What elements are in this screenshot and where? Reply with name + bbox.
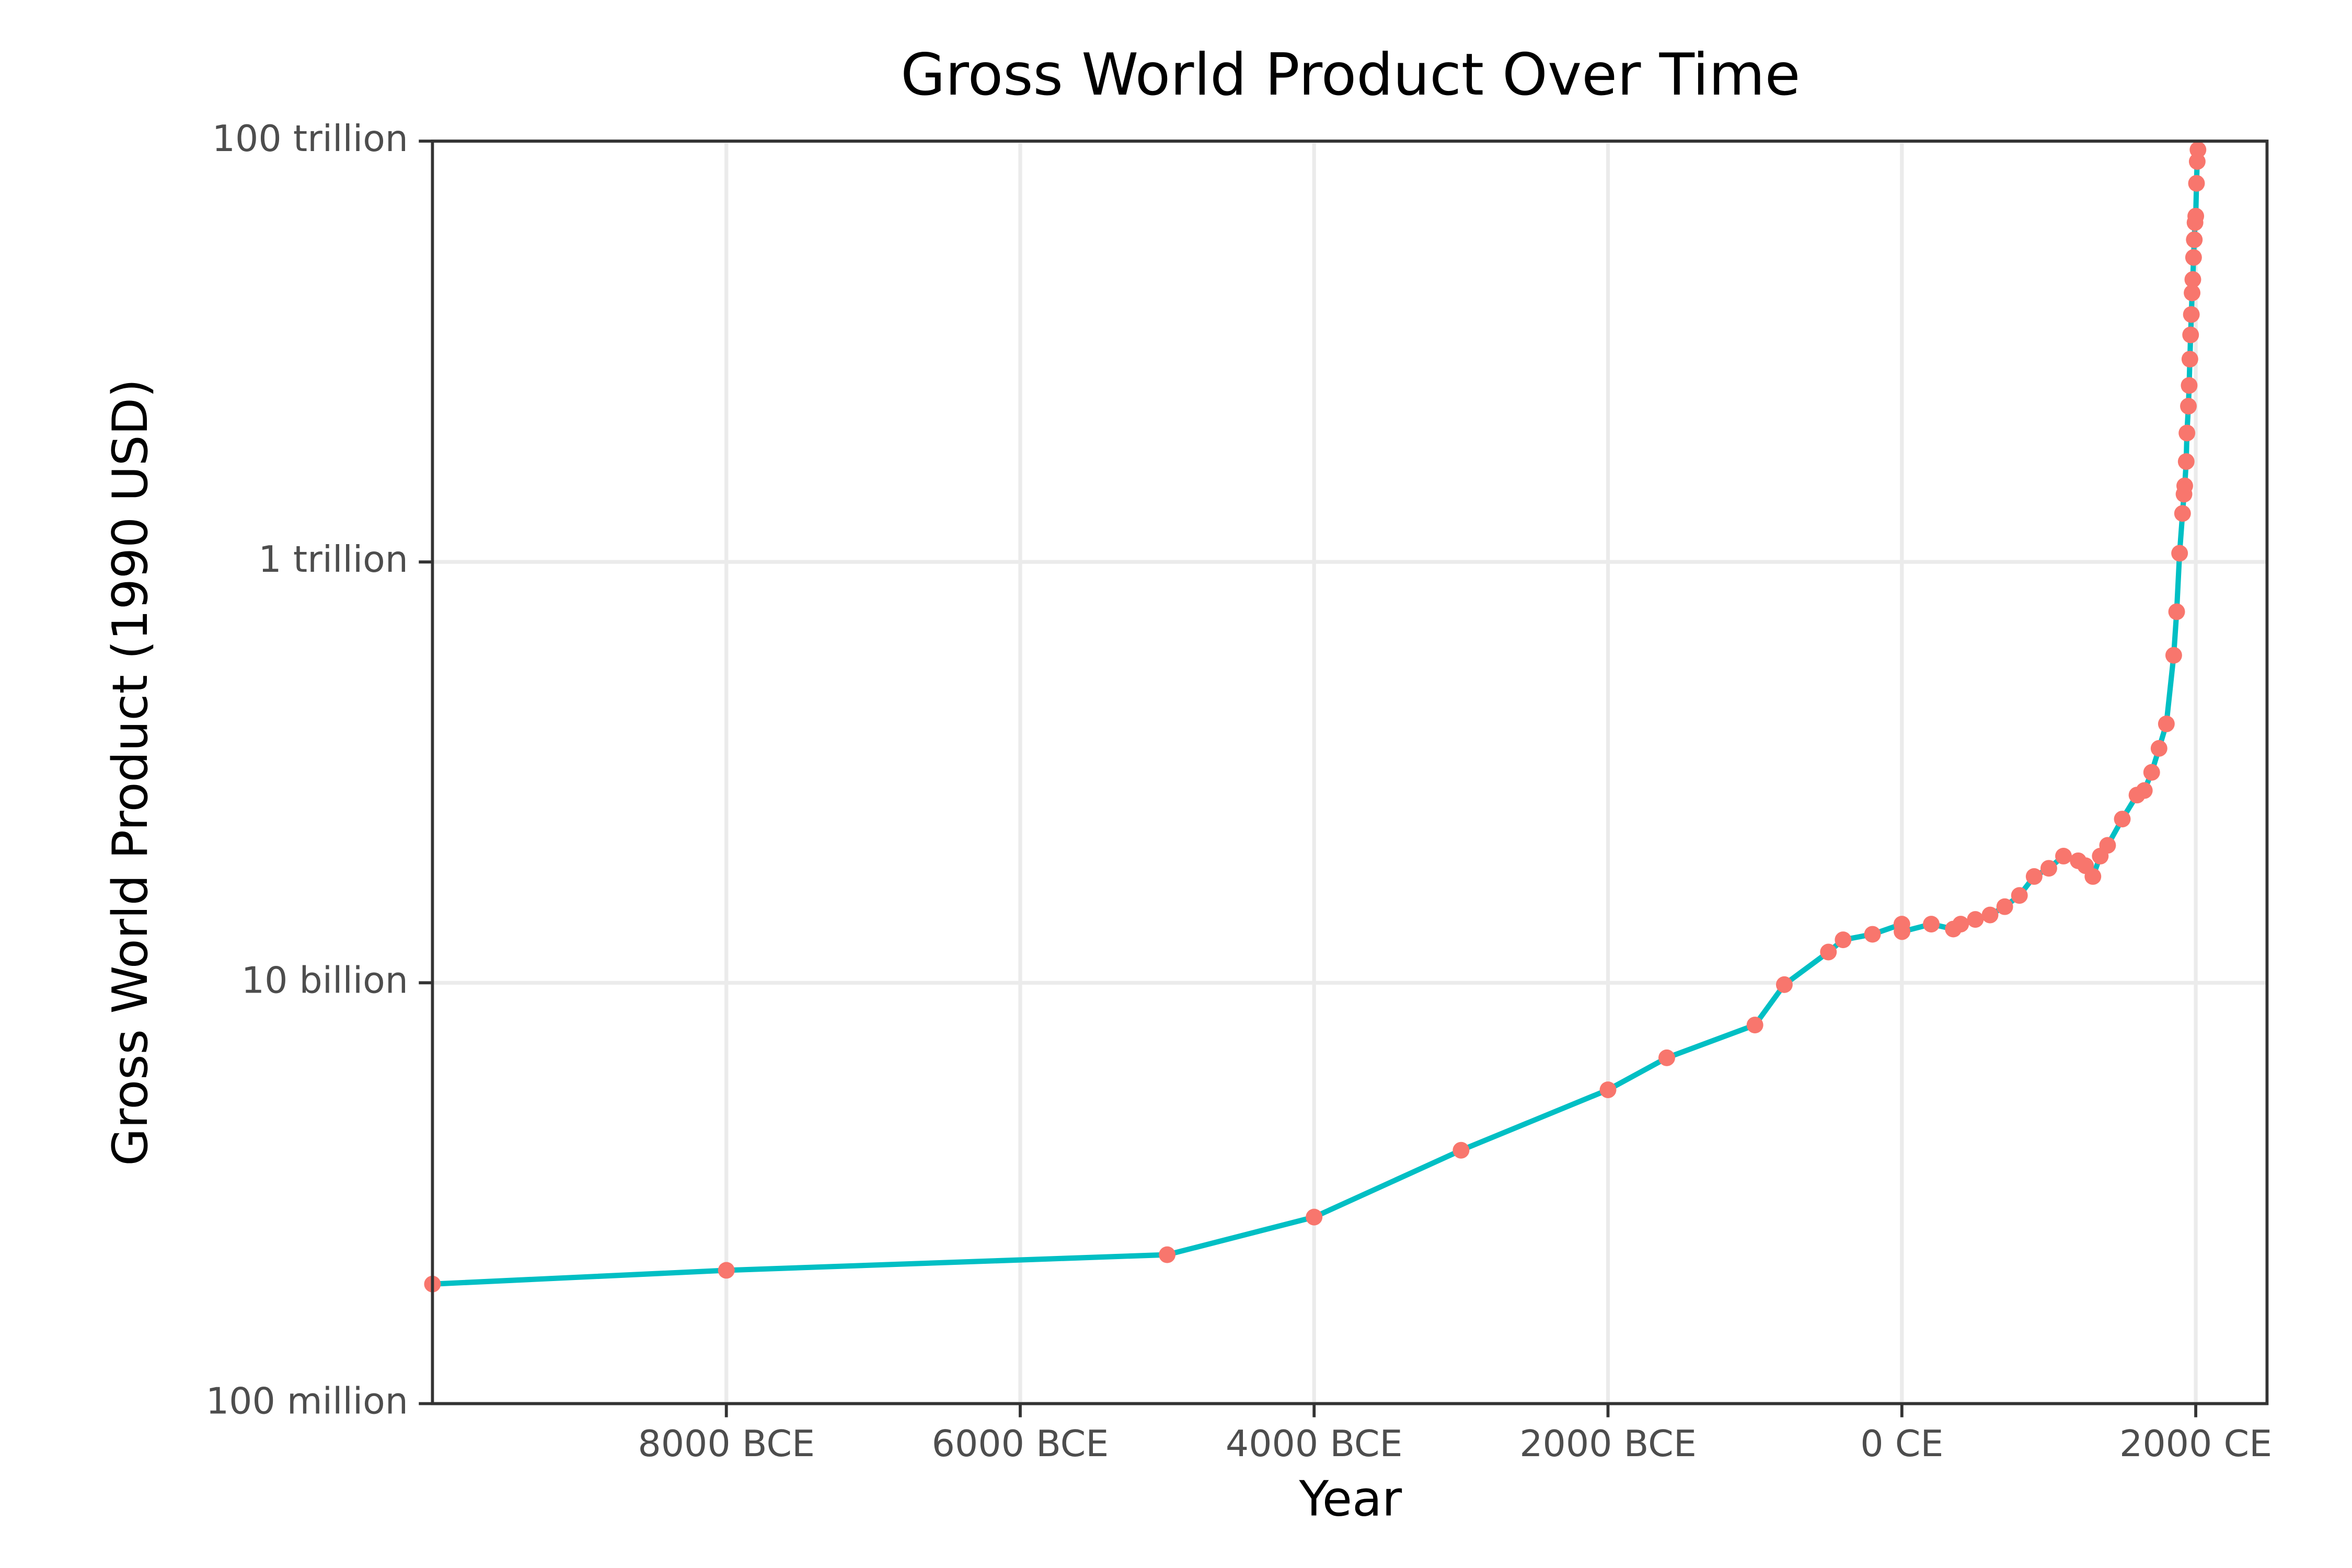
data-point xyxy=(2189,141,2207,158)
y-tick-label: 1 trillion xyxy=(258,538,408,581)
y-axis-title: Gross World Product (1990 USD) xyxy=(102,379,158,1166)
data-point xyxy=(718,1262,735,1279)
data-point xyxy=(2055,847,2072,864)
data-point xyxy=(2185,249,2202,266)
data-point xyxy=(2184,284,2201,302)
data-point xyxy=(2165,647,2182,664)
data-point xyxy=(2183,306,2200,323)
data-point xyxy=(2181,351,2198,368)
x-tick-label: 2000 CE xyxy=(2119,1423,2272,1465)
data-point xyxy=(2158,716,2175,732)
data-point xyxy=(2171,545,2188,562)
data-point xyxy=(1967,911,1984,928)
data-point xyxy=(2143,764,2160,781)
data-point xyxy=(1996,898,2013,915)
data-point xyxy=(2181,377,2198,394)
y-tick-label: 100 million xyxy=(206,1380,408,1423)
data-point xyxy=(1658,1049,1675,1066)
y-tick-label: 10 billion xyxy=(241,959,408,1001)
x-tick-label: 6000 BCE xyxy=(932,1423,1109,1465)
data-point xyxy=(2176,477,2193,494)
data-point xyxy=(2187,207,2205,225)
data-point xyxy=(1775,976,1793,993)
x-tick-label: 2000 BCE xyxy=(1519,1423,1697,1465)
data-point xyxy=(1746,1017,1763,1034)
data-point xyxy=(2114,811,2131,828)
data-point xyxy=(2188,175,2205,192)
x-tick-label: 0 CE xyxy=(1860,1423,1943,1465)
data-point xyxy=(2177,453,2195,470)
data-point xyxy=(2184,271,2201,288)
data-point xyxy=(1952,916,1969,933)
data-point xyxy=(2084,868,2102,885)
data-point xyxy=(2182,326,2199,343)
data-point xyxy=(2186,231,2203,248)
data-point xyxy=(1159,1246,1176,1263)
data-point xyxy=(2099,837,2116,854)
data-point xyxy=(1923,916,1940,933)
data-point xyxy=(1981,906,1999,924)
data-point xyxy=(2180,398,2197,415)
data-point xyxy=(2136,782,2153,799)
data-point xyxy=(2168,603,2185,620)
data-point xyxy=(1599,1081,1617,1099)
data-point xyxy=(1864,926,1881,943)
x-tick-label: 8000 BCE xyxy=(638,1423,815,1465)
data-point xyxy=(1820,943,1837,961)
data-point xyxy=(2174,505,2191,522)
x-tick-label: 4000 BCE xyxy=(1226,1423,1403,1465)
data-point xyxy=(1452,1142,1470,1159)
x-axis-title: Year xyxy=(1299,1471,1402,1527)
panel-border xyxy=(431,140,2269,1405)
data-point xyxy=(2150,740,2167,757)
data-point xyxy=(1894,923,1911,940)
data-point xyxy=(2040,860,2057,877)
data-point xyxy=(1835,931,1852,949)
data-point xyxy=(2025,868,2043,885)
data-point xyxy=(2011,887,2028,904)
data-point xyxy=(1306,1208,1323,1226)
data-point xyxy=(2178,424,2196,442)
y-tick-label: 100 trillion xyxy=(212,118,408,160)
chart-title: Gross World Product Over Time xyxy=(901,42,1800,109)
